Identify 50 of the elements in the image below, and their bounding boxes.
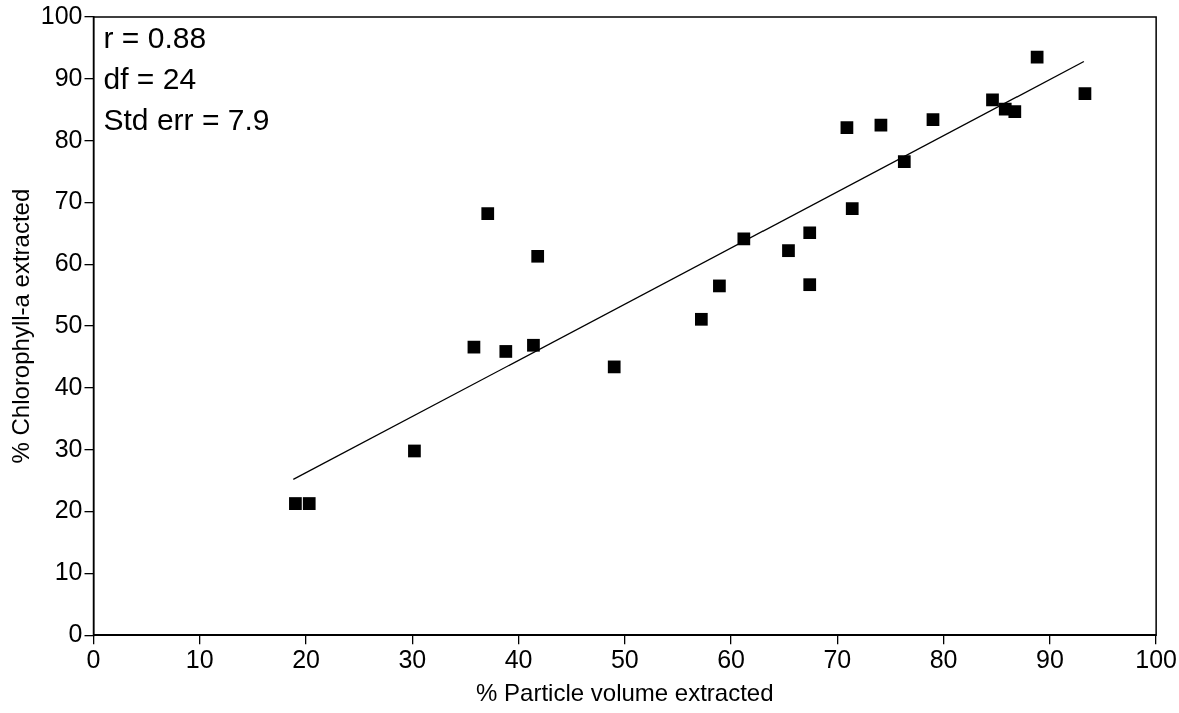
x-tick-label: 0 (86, 645, 101, 674)
x-tick-label: 100 (1135, 645, 1177, 674)
y-tick-label: 50 (54, 309, 83, 338)
annotation: df = 24 (103, 62, 197, 96)
y-tick-label: 30 (54, 433, 83, 462)
y-tick-label: 70 (54, 186, 83, 215)
point (986, 93, 999, 107)
point (897, 155, 911, 169)
y-tick-label: 60 (54, 248, 83, 277)
y-tick-label: 90 (54, 62, 83, 91)
x-tick-label: 10 (185, 645, 214, 674)
point (845, 202, 859, 216)
x-tick-label: 40 (504, 645, 533, 674)
point (531, 249, 545, 263)
point (1030, 50, 1044, 64)
annotation: Std err = 7.9 (103, 103, 270, 137)
point (840, 121, 854, 135)
y-tick-label: 40 (54, 371, 83, 400)
y-tick-label: 10 (54, 557, 83, 586)
annotation: r = 0.88 (103, 21, 207, 55)
point (499, 345, 513, 358)
point (782, 244, 795, 258)
x-axis-title: % Particle volume extracted (476, 679, 774, 707)
point (803, 278, 817, 292)
point (713, 279, 726, 293)
point (1008, 105, 1022, 118)
y-tick-label: 0 (68, 619, 83, 648)
point (302, 497, 316, 510)
y-tick-label: 20 (54, 495, 83, 524)
point (737, 232, 751, 246)
point (926, 113, 940, 126)
point (289, 497, 302, 510)
x-tick-label: 60 (717, 645, 745, 674)
point (481, 207, 495, 220)
point (694, 312, 708, 326)
x-tick-label: 70 (823, 645, 852, 674)
point (803, 226, 817, 240)
x-tick-label: 80 (929, 645, 958, 674)
point (408, 444, 421, 458)
point (1078, 87, 1092, 101)
point (527, 338, 540, 352)
point (607, 360, 621, 374)
x-tick-label: 20 (292, 645, 320, 674)
x-tick-label: 30 (398, 645, 427, 674)
y-tick-label: 100 (40, 0, 83, 29)
x-tick-label: 50 (610, 645, 639, 674)
point (874, 118, 888, 132)
y-axis-title: % Chlorophyll-a extracted (7, 188, 35, 464)
y-tick-label: 80 (54, 124, 83, 153)
x-tick-label: 90 (1035, 645, 1064, 674)
